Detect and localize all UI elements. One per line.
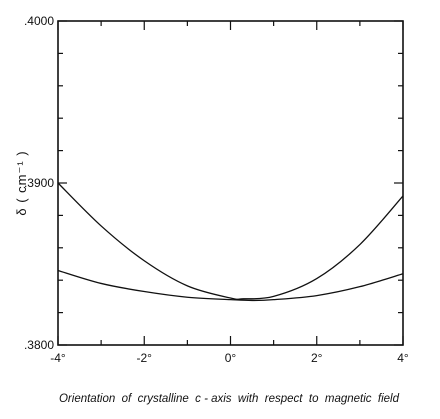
- y-axis-title: δ ( cm⁻¹ ): [14, 150, 29, 215]
- x-tick-labels: -4° -2° 0° 2° 4°: [50, 351, 409, 365]
- x-tick-label: -2°: [137, 351, 153, 365]
- x-tick-label: 4°: [397, 351, 409, 365]
- series-curves: [57, 182, 404, 302]
- y-tick-label: .3900: [24, 176, 54, 190]
- y-tick-labels: .3800 .3900 .4000: [24, 14, 54, 352]
- series-line-1: [57, 182, 404, 300]
- x-axis-title: Orientation of crystalline c - axis with…: [59, 393, 400, 405]
- axis-ticks: [57, 20, 404, 346]
- x-tick-label: 0°: [225, 351, 237, 365]
- plot-frame: [57, 20, 404, 346]
- x-tick-label: 2°: [311, 351, 323, 365]
- series-line-2: [57, 269, 404, 302]
- y-tick-label: .4000: [24, 14, 54, 28]
- y-tick-label: .3800: [24, 338, 54, 352]
- x-tick-label: -4°: [50, 351, 66, 365]
